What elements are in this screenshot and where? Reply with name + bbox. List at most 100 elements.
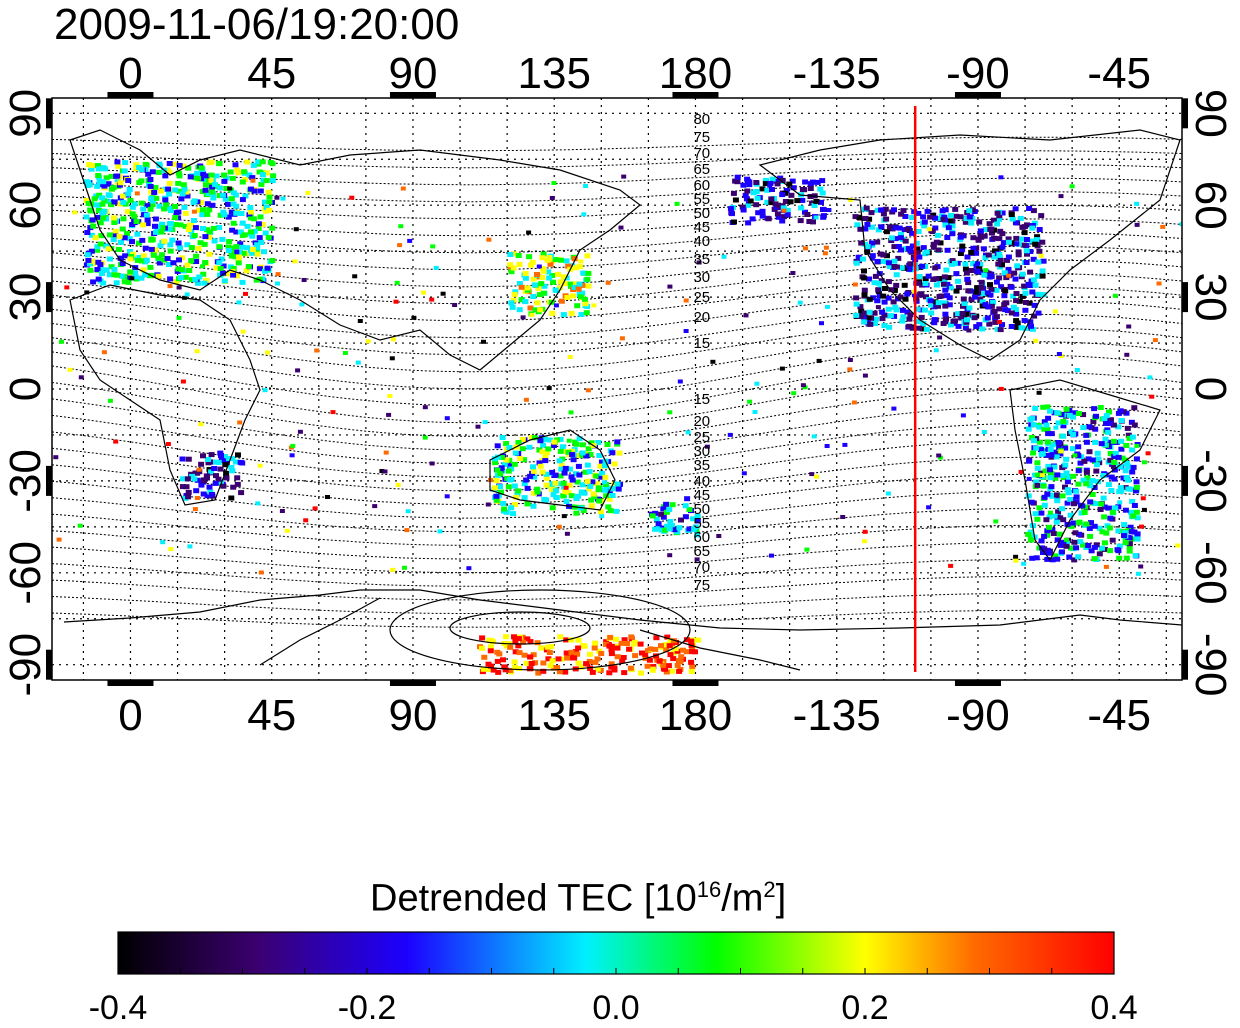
tec-cell — [540, 442, 547, 448]
tec-cell — [866, 216, 873, 222]
tec-cell — [672, 646, 679, 652]
tec-cell — [295, 368, 301, 373]
tec-cell — [198, 482, 205, 488]
tec-cell — [1041, 494, 1048, 500]
tec-cell — [230, 484, 237, 490]
tec-cell — [918, 307, 925, 313]
tec-cell — [602, 474, 609, 480]
tec-cell — [256, 276, 263, 282]
tec-cell — [568, 474, 575, 480]
tec-cell — [538, 435, 545, 441]
tec-cell — [444, 494, 450, 499]
tec-cell — [1012, 276, 1019, 282]
tec-cell — [175, 170, 182, 176]
y-tick-label-right: -90 — [1186, 633, 1235, 697]
tec-cell — [93, 202, 99, 208]
tec-cell — [773, 178, 780, 184]
tec-cell — [543, 475, 550, 481]
tec-cell — [176, 315, 182, 320]
tec-cell — [565, 449, 572, 455]
tec-cell — [1073, 488, 1080, 494]
tec-cell — [992, 248, 998, 254]
tec-cell — [1045, 463, 1052, 469]
tec-cell — [580, 270, 587, 276]
tec-cell — [595, 487, 602, 493]
tec-cell — [784, 207, 791, 213]
tec-cell — [731, 219, 737, 225]
tec-cell — [909, 230, 916, 236]
tec-cell — [1091, 406, 1098, 412]
tec-cell — [558, 298, 565, 304]
tec-cell — [1085, 456, 1092, 462]
tec-cell — [1117, 464, 1124, 470]
tec-cell — [266, 207, 273, 213]
tec-cell — [563, 499, 570, 504]
tec-cell — [1039, 451, 1046, 457]
tec-cell — [1049, 442, 1056, 448]
tec-cell — [602, 463, 608, 469]
tec-cell — [265, 350, 270, 355]
tec-cell — [923, 326, 930, 332]
tec-cell — [1095, 456, 1102, 462]
tec-cell — [238, 211, 245, 216]
tec-cell — [511, 659, 518, 665]
tec-cell — [1025, 426, 1032, 432]
tec-cell — [610, 643, 617, 649]
tec-cell — [540, 290, 547, 296]
tec-cell — [915, 246, 921, 251]
tec-cell — [94, 214, 101, 220]
tec-cell — [114, 173, 121, 179]
tec-cell — [581, 490, 588, 496]
tec-cell — [149, 169, 156, 175]
tec-cell — [1116, 555, 1123, 561]
tec-cell — [1048, 431, 1055, 437]
tec-cell — [986, 221, 993, 227]
magnetic-latitude-line — [52, 191, 1182, 220]
tec-cell — [897, 294, 904, 300]
tec-cell — [1067, 512, 1074, 518]
tec-cell — [988, 274, 995, 279]
magnetic-lat-label: 15 — [693, 335, 710, 352]
tec-cell — [585, 270, 592, 276]
map-frame — [46, 92, 1188, 686]
tec-cell — [893, 307, 900, 313]
tec-cell — [1032, 241, 1039, 247]
tec-cell — [64, 285, 70, 290]
tec-cell — [885, 260, 892, 266]
tec-cell — [538, 281, 545, 287]
tec-cell — [557, 279, 564, 285]
tec-cell — [798, 205, 805, 211]
tec-cell — [155, 255, 162, 261]
tec-cell — [932, 225, 939, 231]
tec-cell — [877, 259, 884, 264]
tec-cell — [772, 201, 779, 207]
tec-data — [53, 159, 1182, 676]
tec-cell — [959, 311, 966, 316]
tec-cell — [809, 179, 816, 185]
tec-cell — [1101, 540, 1108, 546]
tec-cell — [140, 267, 147, 273]
tec-cell — [485, 667, 491, 672]
y-tick-label-left: 30 — [1, 273, 50, 322]
tec-cell — [372, 504, 378, 509]
tec-cell — [754, 381, 760, 386]
tec-cell — [920, 320, 927, 326]
tec-cell — [1115, 548, 1122, 554]
tec-cell — [391, 337, 396, 342]
magnetic-lat-label: 70 — [693, 145, 710, 162]
tec-cell — [594, 666, 601, 672]
tec-cell — [1005, 239, 1012, 245]
tec-cell — [603, 493, 610, 499]
tec-cell — [933, 276, 940, 282]
tec-cell — [1116, 543, 1123, 549]
tec-cell — [1132, 553, 1139, 559]
tec-cell — [269, 225, 276, 231]
tec-cell — [520, 639, 527, 645]
tec-cell — [507, 262, 514, 268]
tec-cell — [575, 463, 582, 469]
tec-cell — [965, 280, 972, 286]
tec-cell — [266, 194, 273, 200]
tec-cell — [695, 637, 702, 643]
tec-cell — [516, 307, 523, 313]
